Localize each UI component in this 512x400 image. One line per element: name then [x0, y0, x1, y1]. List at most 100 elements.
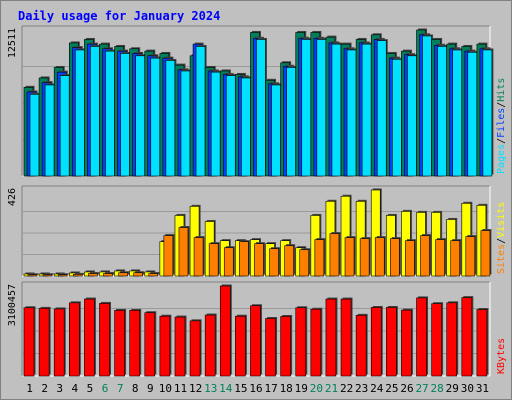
- hits-files-pages-bar-pages-14: [225, 75, 236, 177]
- day-label-24: 24: [370, 382, 384, 395]
- day-label-6: 6: [102, 382, 109, 395]
- day-label-27: 27: [415, 382, 428, 395]
- kbytes-bar-kbytes-21: [325, 298, 337, 377]
- visits-sites-bar-sites-6: [103, 273, 113, 277]
- hits-files-pages-bar-pages-9: [150, 57, 161, 177]
- kbytes-legend: KBytes: [496, 338, 507, 374]
- hits-files-pages-bar-pages-18: [286, 67, 296, 177]
- kbytes-bar-kbytes-6: [99, 303, 110, 377]
- day-label-10: 10: [159, 382, 172, 395]
- hits-files-pages-legend: Pages/Files/Hits: [496, 78, 507, 174]
- visits-sites-legend-entry: Visits: [496, 202, 507, 238]
- day-label-13: 13: [204, 382, 217, 395]
- hits-files-pages-bar-pages-31: [482, 49, 493, 177]
- hits-files-pages-bar-pages-3: [59, 75, 70, 177]
- visits-sites-bar-sites-16: [254, 243, 264, 277]
- visits-sites-bar-sites-30: [465, 236, 476, 277]
- day-label-14: 14: [219, 382, 233, 395]
- visits-sites-bar-sites-12: [193, 237, 204, 277]
- hits-files-pages-legend-entry: Pages: [496, 144, 507, 174]
- visits-sites-bar-sites-3-shadow: [59, 273, 69, 275]
- day-label-16: 16: [249, 382, 262, 395]
- visits-sites-max-label: 426: [7, 188, 18, 206]
- hits-files-pages-bar-pages-13: [210, 71, 221, 177]
- hits-files-pages-bar-pages-16: [256, 39, 266, 177]
- kbytes-bar-kbytes-26: [401, 309, 412, 377]
- hits-files-pages-bar-pages-12: [195, 46, 206, 177]
- kbytes-bar-kbytes-16: [250, 305, 261, 377]
- visits-sites-bar-sites-20: [314, 239, 325, 277]
- day-label-28: 28: [431, 382, 444, 395]
- kbytes-bar-kbytes-20: [310, 308, 322, 377]
- kbytes-bar-kbytes-5: [84, 298, 95, 377]
- hits-files-pages-legend-entry: Hits: [496, 78, 507, 102]
- hits-files-pages-bar-pages-29: [452, 49, 463, 177]
- kbytes-bar-kbytes-1: [23, 307, 35, 377]
- hits-files-pages-bar-pages-24: [376, 40, 387, 177]
- day-label-15: 15: [234, 382, 247, 395]
- day-label-7: 7: [117, 382, 124, 395]
- visits-sites-bar-sites-22: [344, 237, 355, 277]
- hits-files-pages-bar-pages-23: [361, 43, 372, 177]
- visits-sites-bar-sites-10: [163, 235, 174, 277]
- kbytes-bar-kbytes-29: [446, 302, 458, 377]
- kbytes-bar-kbytes-15: [235, 315, 246, 377]
- day-label-26: 26: [400, 382, 413, 395]
- visits-sites-bar-sites-21: [329, 233, 340, 277]
- visits-sites-bar-sites-14: [223, 247, 234, 277]
- kbytes-bar-kbytes-23: [355, 315, 367, 377]
- day-label-30: 30: [461, 382, 474, 395]
- visits-sites-bar-sites-1: [27, 274, 38, 277]
- kbytes-bar-kbytes-12: [189, 320, 201, 377]
- day-label-3: 3: [56, 382, 63, 395]
- kbytes-bar-kbytes-25: [386, 307, 397, 377]
- day-label-1: 1: [26, 382, 33, 395]
- day-label-21: 21: [325, 382, 338, 395]
- kbytes-bar-kbytes-17: [265, 318, 276, 377]
- hits-files-pages-bar-pages-21: [331, 43, 342, 177]
- day-label-12: 12: [189, 382, 202, 395]
- visits-sites-bar-sites-3: [57, 274, 68, 277]
- day-label-4: 4: [72, 382, 79, 395]
- day-label-2: 2: [41, 382, 48, 395]
- kbytes-bar-kbytes-3: [53, 308, 65, 377]
- visits-sites-bar-sites-28: [435, 239, 445, 277]
- visits-sites-bar-sites-2-shadow: [44, 273, 54, 275]
- kbytes-bar-kbytes-18: [280, 316, 291, 377]
- chart-title: Daily usage for January 2024: [18, 9, 220, 23]
- day-label-22: 22: [340, 382, 353, 395]
- hits-files-pages-bar-pages-30: [467, 52, 478, 177]
- day-label-19: 19: [295, 382, 308, 395]
- visits-sites-bar-sites-4: [72, 274, 83, 277]
- visits-sites-bar-sites-26: [405, 240, 415, 277]
- kbytes-bar-kbytes-31: [476, 309, 488, 377]
- hits-files-pages-max-label: 12511: [7, 28, 18, 58]
- hits-files-pages-bar-pages-27: [422, 35, 432, 177]
- hits-files-pages-legend-entry: Files: [496, 108, 507, 138]
- hits-files-pages-bar-pages-6: [105, 50, 115, 177]
- kbytes-bar-kbytes-2: [38, 308, 50, 377]
- hits-files-pages-bar-pages-4: [74, 49, 85, 177]
- visits-sites-bar-sites-5: [88, 273, 98, 277]
- day-label-31: 31: [476, 382, 489, 395]
- visits-sites-bar-sites-19: [299, 249, 310, 277]
- visits-sites-bar-sites-7: [118, 272, 128, 277]
- visits-sites-bar-sites-1-shadow: [29, 273, 39, 275]
- day-label-11: 11: [174, 382, 187, 395]
- day-label-17: 17: [264, 382, 277, 395]
- hits-files-pages-bar-pages-7: [120, 53, 130, 177]
- hits-files-pages-bar-pages-11: [180, 70, 191, 177]
- day-label-18: 18: [280, 382, 293, 395]
- visits-sites-bar-sites-24: [374, 237, 385, 277]
- day-label-5: 5: [87, 382, 94, 395]
- kbytes-bar-kbytes-7: [114, 310, 125, 377]
- hits-files-pages-bar-pages-22: [346, 49, 357, 177]
- hits-files-pages-bar-pages-26: [407, 55, 417, 177]
- kbytes-bar-kbytes-8: [129, 310, 140, 377]
- visits-sites-bar-sites-17: [269, 248, 279, 277]
- kbytes-bar-kbytes-4: [68, 302, 80, 377]
- hits-files-pages-bar-pages-17: [271, 84, 281, 177]
- visits-sites-bar-sites-27: [420, 235, 430, 277]
- hits-files-pages-bar-pages-2: [44, 84, 55, 177]
